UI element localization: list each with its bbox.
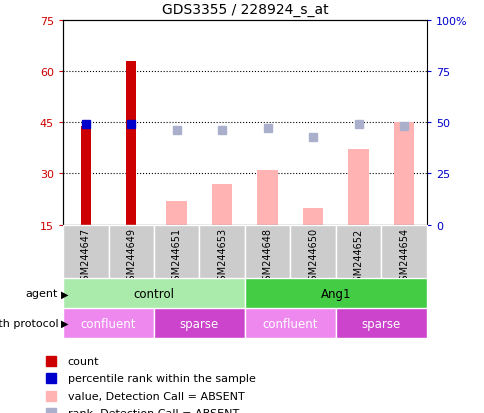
FancyBboxPatch shape	[63, 225, 108, 279]
Text: GSM244653: GSM244653	[217, 228, 227, 287]
Text: GSM244647: GSM244647	[81, 228, 91, 287]
Title: GDS3355 / 228924_s_at: GDS3355 / 228924_s_at	[161, 3, 328, 17]
Text: GSM244650: GSM244650	[307, 228, 318, 287]
Text: Ang1: Ang1	[320, 287, 350, 300]
Bar	[257, 171, 277, 225]
Text: growth protocol: growth protocol	[0, 318, 58, 328]
Text: count: count	[68, 356, 99, 366]
Text: value, Detection Call = ABSENT: value, Detection Call = ABSENT	[68, 391, 244, 401]
Bar	[244, 309, 335, 338]
Text: agent: agent	[26, 289, 58, 299]
Bar	[63, 279, 244, 309]
Bar	[126, 62, 136, 225]
FancyBboxPatch shape	[290, 225, 335, 279]
Text: confluent: confluent	[81, 317, 136, 330]
FancyBboxPatch shape	[335, 225, 380, 279]
Text: sparse: sparse	[361, 317, 400, 330]
Text: percentile rank within the sample: percentile rank within the sample	[68, 373, 255, 383]
Bar	[244, 279, 426, 309]
Bar	[302, 208, 323, 225]
Bar	[393, 123, 413, 225]
Bar	[335, 309, 426, 338]
Bar	[63, 309, 153, 338]
Text: ▶: ▶	[60, 318, 68, 328]
FancyBboxPatch shape	[153, 225, 199, 279]
Text: GSM244654: GSM244654	[398, 228, 408, 287]
FancyBboxPatch shape	[244, 225, 290, 279]
Bar	[166, 201, 186, 225]
Text: GSM244648: GSM244648	[262, 228, 272, 287]
FancyBboxPatch shape	[380, 225, 426, 279]
Bar	[81, 126, 91, 225]
Text: confluent: confluent	[262, 317, 318, 330]
Bar	[212, 184, 232, 225]
Bar	[153, 309, 244, 338]
Text: GSM244651: GSM244651	[171, 228, 182, 287]
Text: control: control	[133, 287, 174, 300]
Text: rank, Detection Call = ABSENT: rank, Detection Call = ABSENT	[68, 408, 239, 413]
Text: ▶: ▶	[60, 289, 68, 299]
Text: GSM244652: GSM244652	[353, 228, 363, 287]
Bar	[348, 150, 368, 225]
Text: sparse: sparse	[180, 317, 219, 330]
FancyBboxPatch shape	[108, 225, 153, 279]
Text: GSM244649: GSM244649	[126, 228, 136, 287]
FancyBboxPatch shape	[199, 225, 244, 279]
